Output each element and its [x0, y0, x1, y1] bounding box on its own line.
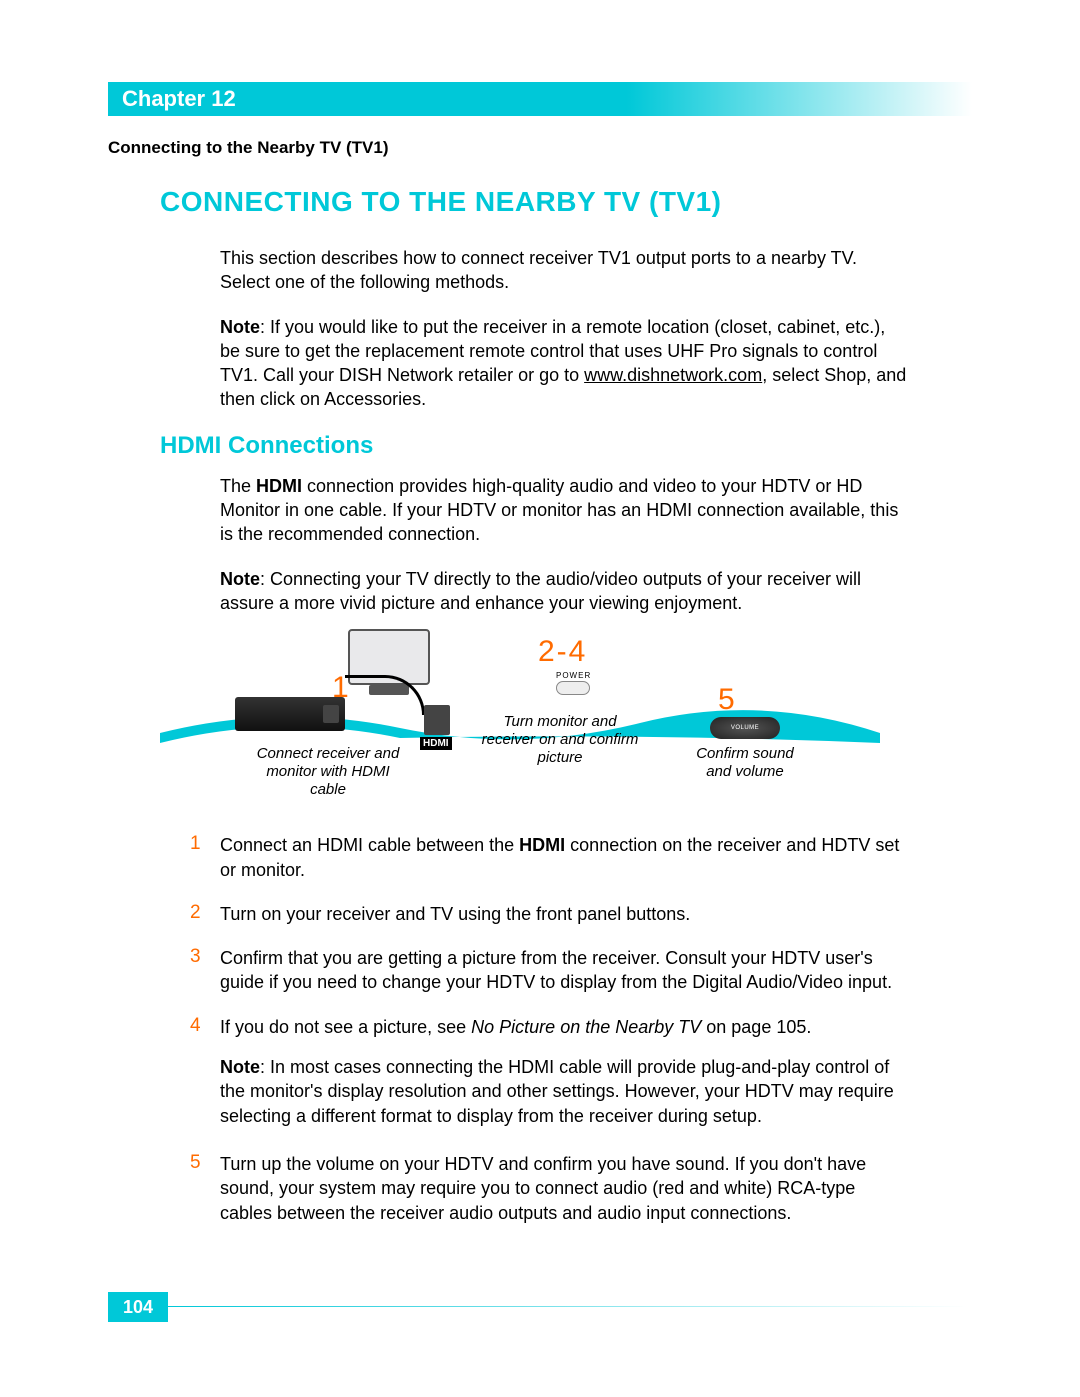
note-link[interactable]: www.dishnetwork.com — [584, 365, 762, 385]
hdmi-port-label: HDMI — [420, 737, 452, 750]
connection-diagram: HDMI 1 2-4 5 POWER Connect receiver and … — [220, 635, 840, 815]
step4-note-text: : In most cases connecting the HDMI cabl… — [220, 1057, 894, 1126]
step-item: 1 Connect an HDMI cable between the HDMI… — [190, 833, 910, 882]
hdmi-p1-post: connection provides high-quality audio a… — [220, 476, 898, 545]
diagram-caption-2: Turn monitor and receiver on and confirm… — [480, 713, 640, 767]
hdmi-note: Note: Connecting your TV directly to the… — [220, 567, 910, 616]
steps-list: 1 Connect an HDMI cable between the HDMI… — [190, 833, 910, 1225]
step-item: 4 If you do not see a picture, see No Pi… — [190, 1015, 910, 1039]
step-text: Connect an HDMI cable between the HDMI c… — [220, 833, 910, 882]
diagram-caption-1: Connect receiver and monitor with HDMI c… — [248, 745, 408, 799]
intro-note: Note: If you would like to put the recei… — [220, 315, 910, 412]
hdmi-block: The HDMI connection provides high-qualit… — [220, 474, 910, 615]
step-number: 2 — [190, 902, 220, 926]
hdmi-p1-bold: HDMI — [256, 476, 302, 496]
step-text: If you do not see a picture, see No Pict… — [220, 1015, 811, 1039]
step-item: 2 Turn on your receiver and TV using the… — [190, 902, 910, 926]
power-label: POWER — [556, 671, 591, 680]
diagram-num-24: 2-4 — [538, 635, 587, 669]
page-number: 104 — [108, 1292, 168, 1322]
main-title: CONNECTING TO THE NEARBY TV (TV1) — [160, 186, 910, 218]
step-number: 4 — [190, 1015, 220, 1039]
power-button-icon — [556, 681, 590, 695]
step-number: 1 — [190, 833, 220, 882]
receiver-icon — [235, 697, 345, 731]
hdmi-section-title: HDMI Connections — [160, 432, 910, 460]
running-header: Connecting to the Nearby TV (TV1) — [108, 138, 389, 158]
step4-note: Note: In most cases connecting the HDMI … — [220, 1055, 910, 1128]
step-item: 3 Confirm that you are getting a picture… — [190, 946, 910, 995]
step-text: Turn up the volume on your HDTV and conf… — [220, 1152, 910, 1225]
chapter-label: Chapter 12 — [122, 86, 236, 112]
hdmi-note-text: : Connecting your TV directly to the aud… — [220, 569, 861, 613]
chapter-header: Chapter 12 — [108, 82, 972, 116]
hdmi-p1-pre: The — [220, 476, 256, 496]
diagram-num-1: 1 — [332, 671, 349, 705]
step-number: 5 — [190, 1152, 220, 1225]
step-text: Turn on your receiver and TV using the f… — [220, 902, 690, 926]
diagram-caption-3: Confirm sound and volume — [685, 745, 805, 781]
remote-icon — [710, 717, 780, 739]
note-label: Note — [220, 317, 260, 337]
step4-note-label: Note — [220, 1057, 260, 1077]
intro-block: This section describes how to connect re… — [220, 246, 910, 412]
step-text: Confirm that you are getting a picture f… — [220, 946, 910, 995]
intro-paragraph: This section describes how to connect re… — [220, 246, 910, 295]
step-number: 3 — [190, 946, 220, 995]
page-content: CONNECTING TO THE NEARBY TV (TV1) This s… — [160, 186, 910, 1245]
hdmi-port-icon — [424, 705, 450, 735]
hdmi-para1: The HDMI connection provides high-qualit… — [220, 474, 910, 547]
hdmi-note-label: Note — [220, 569, 260, 589]
step-item: 5 Turn up the volume on your HDTV and co… — [190, 1152, 910, 1225]
diagram-num-5: 5 — [718, 683, 735, 717]
